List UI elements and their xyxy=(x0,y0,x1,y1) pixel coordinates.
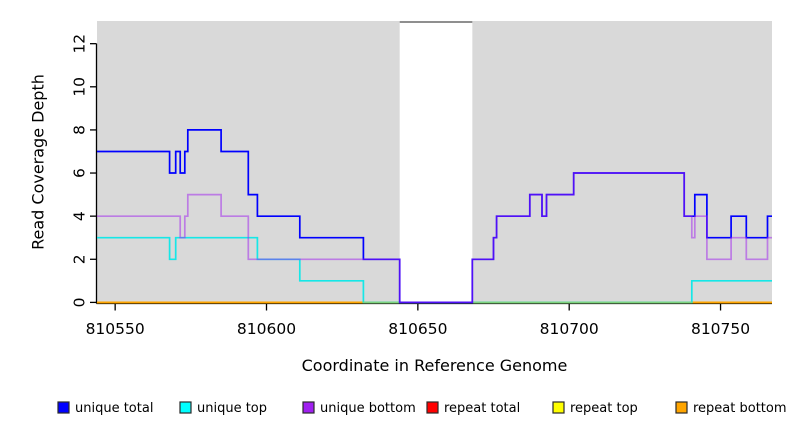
legend-swatch-repeat-total xyxy=(426,401,439,414)
y-tick-label: 4 xyxy=(71,211,89,221)
legend-swatch-repeat-bottom xyxy=(675,401,688,414)
x-axis-title: Coordinate in Reference Genome xyxy=(301,356,568,375)
x-tick-label: 810550 xyxy=(86,320,145,338)
legend-label-repeat-bottom: repeat bottom xyxy=(693,401,787,416)
legend-label-unique-bottom: unique bottom xyxy=(320,401,416,416)
legend-swatch-unique-top xyxy=(179,401,192,414)
y-tick-label: 8 xyxy=(71,125,89,135)
x-tick-label: 810750 xyxy=(691,320,750,338)
x-tick-label: 810650 xyxy=(388,320,447,338)
legend-swatch-unique-total xyxy=(57,401,70,414)
y-axis-title: Read Coverage Depth xyxy=(28,74,48,250)
x-tick-label: 810600 xyxy=(237,320,296,338)
y-tick-label: 12 xyxy=(71,34,89,54)
y-tick-label: 0 xyxy=(71,297,89,307)
legend-swatch-unique-bottom xyxy=(302,401,315,414)
legend-label-repeat-total: repeat total xyxy=(444,401,520,416)
y-tick-label: 2 xyxy=(71,254,89,264)
y-tick-label: 10 xyxy=(71,77,89,97)
legend-swatch-repeat-top xyxy=(552,401,565,414)
x-tick-label: 810700 xyxy=(540,320,599,338)
legend-label-repeat-top: repeat top xyxy=(570,401,638,416)
series-line-unique-bottom xyxy=(97,172,772,304)
gap-band xyxy=(399,21,473,303)
legend-label-unique-total: unique total xyxy=(75,401,153,416)
legend-label-unique-top: unique top xyxy=(197,401,267,416)
y-tick-label: 6 xyxy=(71,168,89,178)
